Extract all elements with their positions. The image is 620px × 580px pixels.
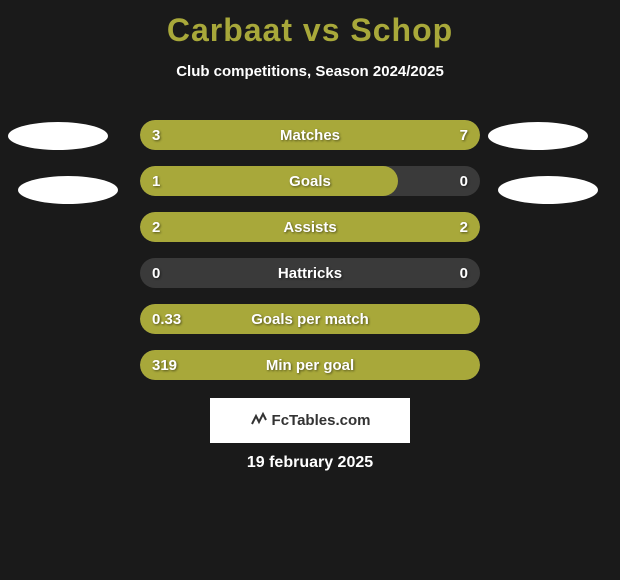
stat-row: 37Matches bbox=[140, 120, 480, 150]
comparison-subtitle: Club competitions, Season 2024/2025 bbox=[0, 63, 620, 80]
stat-row: 10Goals bbox=[140, 166, 480, 196]
stat-row: 0.33Goals per match bbox=[140, 304, 480, 334]
stat-row: 00Hattricks bbox=[140, 258, 480, 288]
player-right-marker-1 bbox=[488, 122, 588, 150]
player-left-marker-2 bbox=[18, 176, 118, 204]
stat-row: 22Assists bbox=[140, 212, 480, 242]
logo-icon bbox=[250, 410, 268, 432]
stat-label: Min per goal bbox=[140, 350, 480, 380]
player-right-marker-2 bbox=[498, 176, 598, 204]
stat-row: 319Min per goal bbox=[140, 350, 480, 380]
stat-label: Matches bbox=[140, 120, 480, 150]
comparison-title: Carbaat vs Schop bbox=[0, 0, 620, 49]
player-left-marker-1 bbox=[8, 122, 108, 150]
stat-label: Hattricks bbox=[140, 258, 480, 288]
logo-text: FcTables.com bbox=[272, 412, 371, 429]
stat-label: Goals bbox=[140, 166, 480, 196]
stat-label: Goals per match bbox=[140, 304, 480, 334]
stat-label: Assists bbox=[140, 212, 480, 242]
stats-container: 37Matches 10Goals 22Assists 00Hattricks 0.33… bbox=[140, 120, 480, 396]
fctables-logo: FcTables.com bbox=[210, 398, 410, 443]
date-text: 19 february 2025 bbox=[0, 454, 620, 472]
